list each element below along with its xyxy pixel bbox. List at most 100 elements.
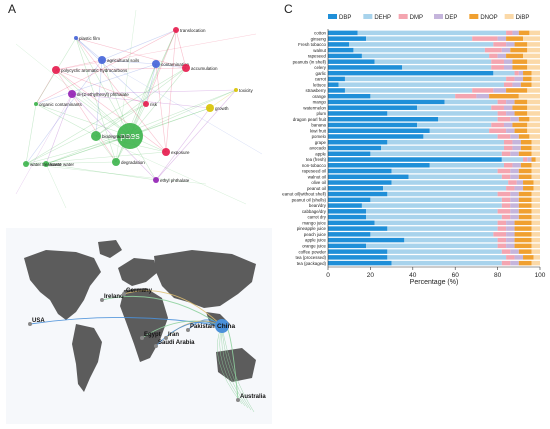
network-node xyxy=(143,101,149,107)
bar-segment xyxy=(387,111,498,116)
panel-c-letter: C xyxy=(284,2,293,16)
bar-segment xyxy=(387,191,498,197)
country-marker xyxy=(164,336,168,340)
bar-segment xyxy=(520,139,532,145)
x-axis-label: Percentage (%) xyxy=(410,279,459,286)
network-edge xyxy=(35,103,97,137)
south-america-shape xyxy=(72,324,102,392)
bar-segment xyxy=(328,88,345,93)
collaboration-link xyxy=(123,290,223,327)
network-node xyxy=(173,27,179,33)
category-label: pineapple juice xyxy=(297,226,327,231)
network-edge xyxy=(71,89,237,95)
category-label: tea (processed) xyxy=(295,255,326,260)
bar-segment xyxy=(381,145,504,151)
greenland-shape xyxy=(98,240,122,258)
bar-segment xyxy=(328,232,371,237)
network-node xyxy=(23,161,29,167)
panel-a-letter: A xyxy=(8,2,17,16)
bar-segment xyxy=(533,180,540,185)
category-label: mango juice xyxy=(302,220,326,225)
country-marker xyxy=(140,336,144,340)
network-node xyxy=(153,177,159,183)
network-node-label: exposure xyxy=(171,150,190,155)
collaboration-links xyxy=(29,290,255,413)
bar-segment xyxy=(510,174,519,180)
bar-segment xyxy=(506,186,515,191)
bar-segment xyxy=(512,82,521,87)
bar-segment xyxy=(523,186,534,191)
bar-segment xyxy=(491,59,504,64)
bar-segment xyxy=(520,145,532,151)
country-marker xyxy=(100,298,104,302)
europe-shape xyxy=(118,258,158,286)
network-edge xyxy=(155,63,187,69)
bar-segment xyxy=(514,128,528,133)
bar-segment xyxy=(518,203,532,208)
continents xyxy=(24,240,256,392)
network-node-label: degradation xyxy=(121,160,145,165)
bar-segment xyxy=(506,42,515,47)
bar-segment xyxy=(328,53,362,59)
country-label: Iran xyxy=(168,332,179,338)
network-edge xyxy=(175,29,187,69)
network-edge xyxy=(101,59,131,137)
bar-segment xyxy=(387,139,504,145)
network-edge xyxy=(145,63,157,105)
bar-segment xyxy=(501,151,511,157)
network-edge xyxy=(75,37,117,163)
bar-segment xyxy=(491,122,504,128)
collaboration-link xyxy=(219,325,246,407)
bar-segment xyxy=(506,255,515,260)
bar-segment xyxy=(370,151,502,157)
bar-segment xyxy=(328,139,388,145)
bar-segment xyxy=(328,36,367,41)
bar-segment xyxy=(531,249,540,254)
bar-segment xyxy=(493,232,507,237)
bar-segment xyxy=(328,76,345,82)
network-node-label: plastic film xyxy=(79,36,100,41)
network-edge xyxy=(55,59,103,71)
category-label: garlic xyxy=(316,71,327,76)
bar-segment xyxy=(512,30,519,36)
network-node-label: accumulation xyxy=(191,66,218,71)
bar-segment xyxy=(328,197,371,203)
bar-segment xyxy=(531,203,540,208)
bar-segment xyxy=(349,42,494,47)
category-label: rapeseed oil xyxy=(302,169,326,174)
bar-segment xyxy=(497,134,511,139)
bar-segment xyxy=(506,232,515,237)
category-label: peanuts (in shell) xyxy=(293,59,327,64)
bar-segment xyxy=(523,36,540,41)
bar-segment xyxy=(503,65,513,70)
bar-segment xyxy=(510,214,519,220)
bar-segment xyxy=(328,260,392,266)
category-label: watermelon xyxy=(303,105,326,110)
network-node xyxy=(91,131,101,141)
bar-segment xyxy=(328,145,381,151)
country-marker xyxy=(154,344,158,348)
bar-segment xyxy=(391,168,498,174)
bar-segment xyxy=(531,220,540,226)
bar-segment xyxy=(514,232,532,237)
bar-segment xyxy=(520,82,532,87)
keyword-network: paes polycyclic aromatic hydrocarbons agri… xyxy=(15,9,263,209)
bar-segment xyxy=(501,47,511,53)
bar-segment xyxy=(531,174,540,180)
bar-segment xyxy=(489,128,507,133)
country-marker xyxy=(236,398,240,402)
network-edge xyxy=(155,107,211,181)
network-edge xyxy=(15,93,73,195)
network-edge xyxy=(129,29,177,137)
bar-segment xyxy=(383,186,507,191)
bar-segment xyxy=(417,105,492,110)
bar-segment xyxy=(328,122,418,128)
bar-segment xyxy=(366,209,498,214)
network-edge xyxy=(55,69,131,137)
category-label: dragon pearl fruit xyxy=(293,117,327,122)
x-tick-label: 20 xyxy=(367,272,375,279)
bar-segment xyxy=(514,70,519,76)
